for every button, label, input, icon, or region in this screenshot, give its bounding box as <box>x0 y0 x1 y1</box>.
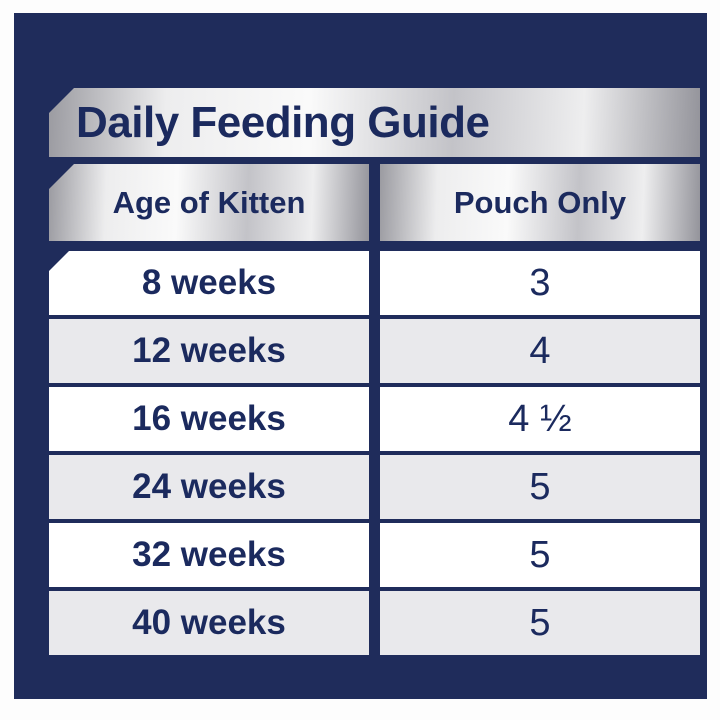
pouch-count-value: 3 <box>529 261 551 304</box>
table-body: 8 weeks 3 12 weeks 4 16 weeks 4 ½ 24 wee… <box>49 251 700 655</box>
age-value: 8 weeks <box>141 263 277 302</box>
age-value: 24 weeks <box>132 467 286 506</box>
pouch-count-cell: 4 <box>380 319 700 383</box>
column-header-age-of-kitten: Age of Kitten <box>49 164 369 241</box>
table-row: 24 weeks 5 <box>49 455 700 519</box>
table-row: 8 weeks 3 <box>49 251 700 315</box>
column-header-pouch-only: Pouch Only <box>380 164 700 241</box>
age-value: 12 weeks <box>132 331 286 370</box>
pouch-count-value: 5 <box>529 601 551 644</box>
age-cell: 16 weeks <box>49 387 369 451</box>
table-row: 40 weeks 5 <box>49 591 700 655</box>
page-title: Daily Feeding Guide <box>76 97 490 147</box>
age-cell: 32 weeks <box>49 523 369 587</box>
pouch-count-value: 5 <box>529 465 551 508</box>
feeding-guide-panel: Daily Feeding Guide Age of Kitten Pouch … <box>14 13 707 699</box>
title-band: Daily Feeding Guide <box>49 88 700 157</box>
age-value: 32 weeks <box>132 535 286 574</box>
pouch-count-cell: 5 <box>380 523 700 587</box>
pouch-count-cell: 4 ½ <box>380 387 700 451</box>
table-row: 16 weeks 4 ½ <box>49 387 700 451</box>
pouch-count-value: 5 <box>529 533 551 576</box>
age-value: 40 weeks <box>132 603 286 642</box>
table-row: 12 weeks 4 <box>49 319 700 383</box>
age-cell: 8 weeks <box>49 251 369 315</box>
column-header-pouch-label: Pouch Only <box>453 184 627 220</box>
pouch-count-cell: 5 <box>380 591 700 655</box>
age-cell: 24 weeks <box>49 455 369 519</box>
age-value: 16 weeks <box>132 399 286 438</box>
age-cell: 12 weeks <box>49 319 369 383</box>
column-header-age-label: Age of Kitten <box>112 184 306 220</box>
pouch-count-value: 4 <box>529 329 551 372</box>
pouch-count-value: 4 ½ <box>508 397 572 440</box>
pouch-count-cell: 5 <box>380 455 700 519</box>
table-row: 32 weeks 5 <box>49 523 700 587</box>
table-header: Age of Kitten Pouch Only <box>49 164 700 241</box>
age-cell: 40 weeks <box>49 591 369 655</box>
pouch-count-cell: 3 <box>380 251 700 315</box>
